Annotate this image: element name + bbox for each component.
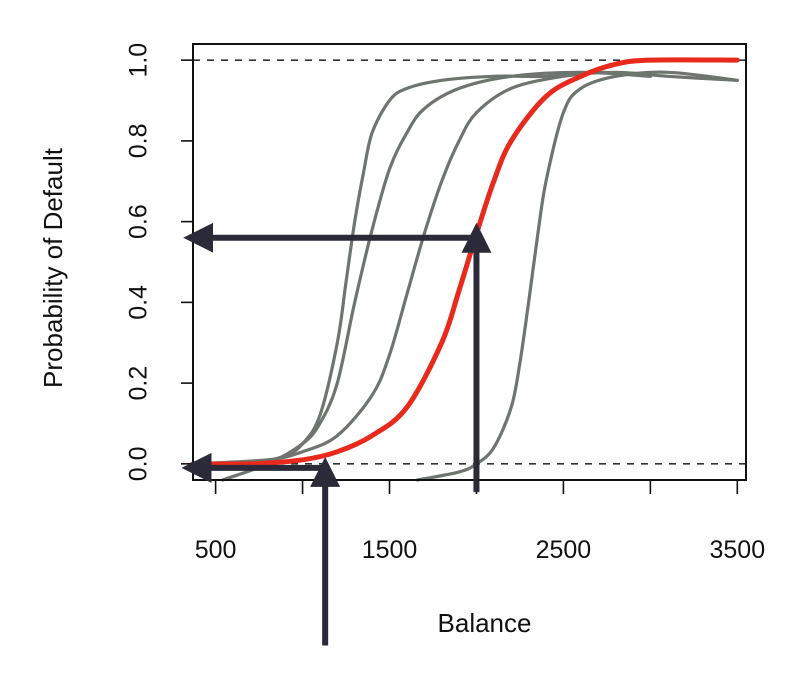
annotation-arrows: [181, 222, 492, 646]
y-axis-title: Probability of Default: [38, 147, 68, 388]
highlight-curve: [190, 57, 740, 467]
x-tick-label: 2500: [536, 536, 592, 564]
sample-curve-1: [196, 70, 652, 470]
y-tick-label: 0.8: [125, 124, 153, 159]
y-tick-label: 0.4: [125, 285, 153, 320]
x-tick-label: 3500: [709, 536, 765, 564]
y-axis: 0.0 0.2 0.4 0.6 0.8 1.0: [125, 43, 194, 481]
x-tick-label: 500: [195, 536, 237, 564]
y-tick-label: 1.0: [125, 43, 153, 78]
x-tick-label: 1500: [362, 536, 418, 564]
x-axis-title: Balance: [438, 608, 532, 638]
sample-curve-2: [221, 70, 652, 482]
x-axis: 500 1500 2500 3500: [195, 479, 765, 564]
curves: [189, 57, 740, 482]
y-tick-label: 0.2: [125, 366, 153, 401]
y-tick-label: 0.0: [125, 446, 153, 481]
y-tick-label: 0.6: [125, 204, 153, 239]
